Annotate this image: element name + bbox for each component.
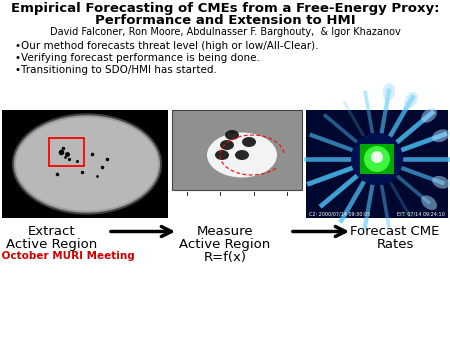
Text: R=f(x): R=f(x) [203, 251, 247, 264]
Ellipse shape [432, 176, 450, 189]
Ellipse shape [382, 83, 395, 101]
Text: EIT: 07/14 09:24:10: EIT: 07/14 09:24:10 [397, 211, 445, 216]
Text: Performance and Extension to HMI: Performance and Extension to HMI [94, 14, 356, 27]
Ellipse shape [421, 195, 437, 210]
Bar [360, 144, 394, 174]
Text: 2010 October MURI Meeting: 2010 October MURI Meeting [0, 251, 135, 261]
Text: Empirical Forecasting of CMEs from a Free-Energy Proxy:: Empirical Forecasting of CMEs from a Fre… [11, 2, 439, 15]
Text: Active Region: Active Region [180, 238, 270, 251]
Ellipse shape [432, 129, 450, 142]
Text: Rates: Rates [376, 238, 414, 251]
Text: Measure: Measure [197, 225, 253, 238]
Text: •Transitioning to SDO/HMI has started.: •Transitioning to SDO/HMI has started. [15, 65, 217, 75]
Bar [49, 138, 84, 166]
Text: C2: 2000/07/14 09:30:05: C2: 2000/07/14 09:30:05 [309, 211, 370, 216]
Text: Active Region: Active Region [6, 238, 98, 251]
Ellipse shape [404, 92, 418, 108]
Ellipse shape [421, 108, 437, 123]
Text: Extract: Extract [28, 225, 76, 238]
Text: •Verifying forecast performance is being done.: •Verifying forecast performance is being… [15, 53, 260, 63]
Ellipse shape [220, 140, 234, 150]
Text: David Falconer, Ron Moore, Abdulnasser F. Barghouty,  & Igor Khazanov: David Falconer, Ron Moore, Abdulnasser F… [50, 27, 400, 37]
Ellipse shape [235, 150, 249, 160]
Ellipse shape [215, 150, 229, 160]
Text: •Our method forecasts threat level (high or low/All-Clear).: •Our method forecasts threat level (high… [15, 41, 319, 51]
Ellipse shape [225, 130, 239, 140]
Circle shape [371, 151, 383, 163]
Circle shape [351, 133, 403, 185]
Bar [172, 110, 302, 190]
Ellipse shape [14, 115, 160, 213]
Ellipse shape [207, 132, 277, 177]
Circle shape [364, 146, 390, 172]
Bar [2, 110, 168, 218]
Bar [306, 110, 448, 218]
Text: Forecast CME: Forecast CME [350, 225, 440, 238]
Ellipse shape [242, 137, 256, 147]
